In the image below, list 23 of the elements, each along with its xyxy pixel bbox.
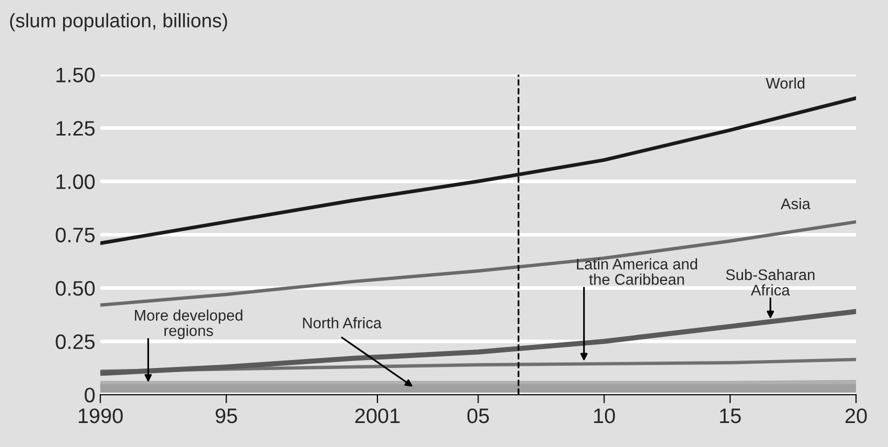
series-label: Asia <box>780 198 810 210</box>
y-tick-label: 1.00 <box>56 174 95 190</box>
x-tick-label: 2001 <box>355 408 400 424</box>
text: Latin America and the Caribbean <box>576 258 698 285</box>
y-tick-label: 0 <box>84 388 95 402</box>
x-tick-label: 20 <box>845 408 867 424</box>
y-tick-label: 0.50 <box>56 281 95 296</box>
x-tick-label: 1990 <box>78 408 123 424</box>
y-tick-label: 1.25 <box>56 120 95 136</box>
y-tick-label: 1.50 <box>56 68 95 82</box>
text: More developed regions <box>134 309 242 340</box>
x-tick-label: 15 <box>720 408 741 424</box>
line-series <box>100 220 856 307</box>
text: North Africa <box>303 317 382 328</box>
x-tick-label: 95 <box>216 408 238 424</box>
line-series <box>100 96 856 246</box>
x-tick-label: 10 <box>594 408 615 424</box>
y-tick-label: 0.25 <box>56 334 95 350</box>
y-tick-label: 0.75 <box>56 228 95 242</box>
x-tick-label: 05 <box>467 408 489 424</box>
y-axis-title: (slum population, billions) <box>10 13 228 32</box>
series-label: World <box>766 77 804 89</box>
series-label: Sub-Saharan Africa <box>726 268 814 296</box>
